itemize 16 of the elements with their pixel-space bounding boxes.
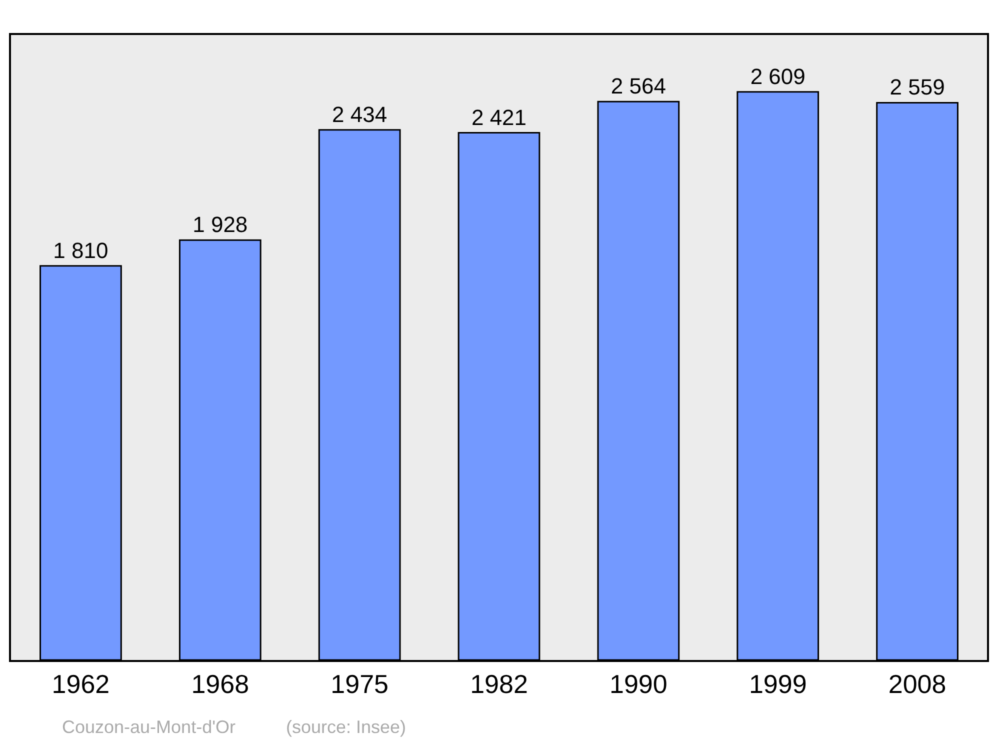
- x-tick-label: 1975: [330, 669, 388, 700]
- data-label: 1 928: [192, 212, 248, 238]
- text: (source: Insee): [286, 717, 406, 737]
- x-tick-label: 2008: [888, 669, 946, 700]
- text: Couzon-au-Mont-d'Or: [62, 717, 236, 737]
- data-label: 2 434: [332, 102, 388, 127]
- data-label: 1 810: [53, 238, 108, 263]
- data-label: 2 609: [750, 64, 806, 89]
- x-tick-label: 1982: [470, 669, 528, 700]
- x-tick-label: 1990: [610, 669, 668, 700]
- x-tick-label: 1968: [191, 669, 250, 700]
- data-label: 2 564: [610, 74, 666, 99]
- x-tick-label: 1962: [52, 669, 110, 700]
- data-label: 2 559: [890, 74, 945, 100]
- data-label: 2 421: [471, 104, 527, 130]
- x-tick-label: 1999: [748, 669, 807, 700]
